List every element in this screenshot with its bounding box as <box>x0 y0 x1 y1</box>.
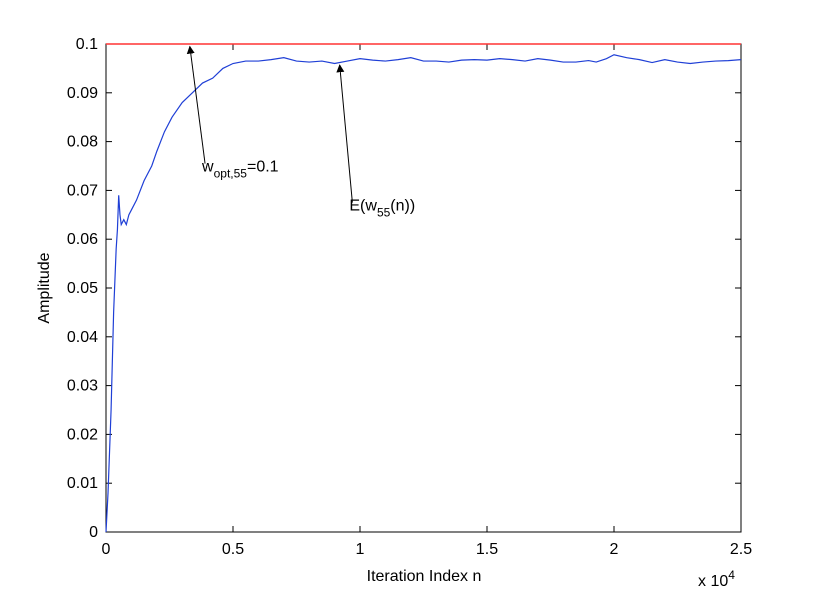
x-tick-label: 0 <box>102 541 111 558</box>
y-tick-label: 0.02 <box>67 426 98 443</box>
x-tick-label: 1.5 <box>476 541 498 558</box>
y-tick-label: 0.04 <box>67 329 98 346</box>
y-tick-label: 0.08 <box>67 134 98 151</box>
x-exponent-base: x 10 <box>698 573 728 590</box>
y-tick-label: 0.01 <box>67 475 98 492</box>
y-tick-label: 0.09 <box>67 85 98 102</box>
x-axis-exponent: x 104 <box>698 568 735 590</box>
y-tick-label: 0.1 <box>76 36 98 53</box>
estimate-annotation-label: E(w55(n)) <box>349 198 415 220</box>
y-tick-label: 0 <box>89 524 98 541</box>
x-tick-label: 2.5 <box>730 541 752 558</box>
x-tick-label: 1 <box>356 541 365 558</box>
estimate-label-tail: (n)) <box>390 198 415 215</box>
estimate-label-sub: 55 <box>377 206 391 220</box>
x-axis-ticks: 0 0.5 1 1.5 2 2.5 <box>102 44 752 558</box>
optimal-label-tail: =0.1 <box>247 159 279 176</box>
y-tick-label: 0.07 <box>67 182 98 199</box>
optimal-annotation-label: wopt,55=0.1 <box>201 159 279 181</box>
y-axis-label: Amplitude <box>36 252 53 323</box>
x-tick-label: 0.5 <box>222 541 244 558</box>
x-axis-label: Iteration Index n <box>367 568 482 585</box>
x-exponent-power: 4 <box>728 568 735 582</box>
estimate-label-main: E(w <box>349 198 377 215</box>
y-axis-ticks: 0 0.01 0.02 0.03 0.04 0.05 0.06 0.07 0.08 0.09 0.1 <box>67 36 741 541</box>
y-tick-label: 0.05 <box>67 280 98 297</box>
estimate-annotation-arrow <box>336 64 353 203</box>
y-tick-label: 0.03 <box>67 378 98 395</box>
optimal-label-sub: opt,55 <box>214 167 248 181</box>
weight-estimate-line <box>105 54 742 533</box>
y-tick-label: 0.06 <box>67 231 98 248</box>
plot-area <box>105 43 742 533</box>
optimal-label-main: w <box>201 159 214 176</box>
optimal-annotation-arrow <box>186 45 206 164</box>
annotations: wopt,55=0.1 E(w55(n)) <box>186 45 415 220</box>
x-tick-label: 2 <box>610 541 619 558</box>
